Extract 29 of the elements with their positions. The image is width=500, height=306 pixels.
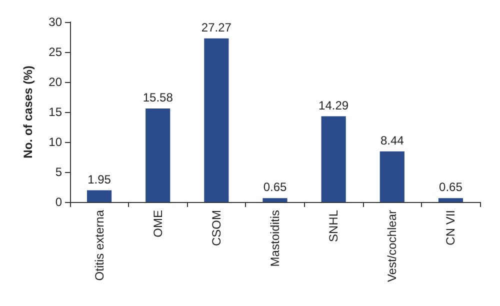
y-tick-label: 0	[55, 195, 62, 209]
bar	[321, 116, 346, 202]
y-axis-title: No. of cases (%)	[21, 66, 35, 158]
bar	[86, 190, 112, 202]
y-tick-label: 20	[48, 75, 62, 89]
y-tick-label: 10	[48, 135, 62, 149]
y-tick-label: 5	[55, 165, 62, 179]
bar	[438, 198, 464, 202]
y-tick-label: 30	[48, 15, 62, 29]
x-tick-label: Mastoiditis	[268, 210, 282, 267]
y-tick-label: 25	[48, 45, 62, 59]
bar	[262, 198, 288, 202]
data-label: 0.65	[263, 180, 287, 194]
x-tick-label: CSOM	[209, 210, 224, 246]
x-tick-label: CN VII	[444, 210, 458, 246]
data-label: 8.44	[380, 133, 404, 148]
x-tick-label: SNHL	[326, 210, 341, 242]
bar	[146, 108, 170, 202]
x-tick-label: OME	[150, 210, 165, 238]
data-label: 27.27	[201, 20, 232, 34]
bar	[380, 151, 404, 202]
y-tick-label: 15	[48, 105, 62, 119]
data-label: 15.58	[142, 90, 174, 105]
x-tick-label: Vest/cochlear	[385, 210, 400, 282]
bar	[204, 38, 229, 202]
data-label: 0.65	[439, 180, 463, 194]
data-label: 1.95	[88, 172, 112, 186]
data-label: 14.29	[318, 98, 349, 112]
x-tick-label: Otitis externa	[92, 210, 106, 281]
